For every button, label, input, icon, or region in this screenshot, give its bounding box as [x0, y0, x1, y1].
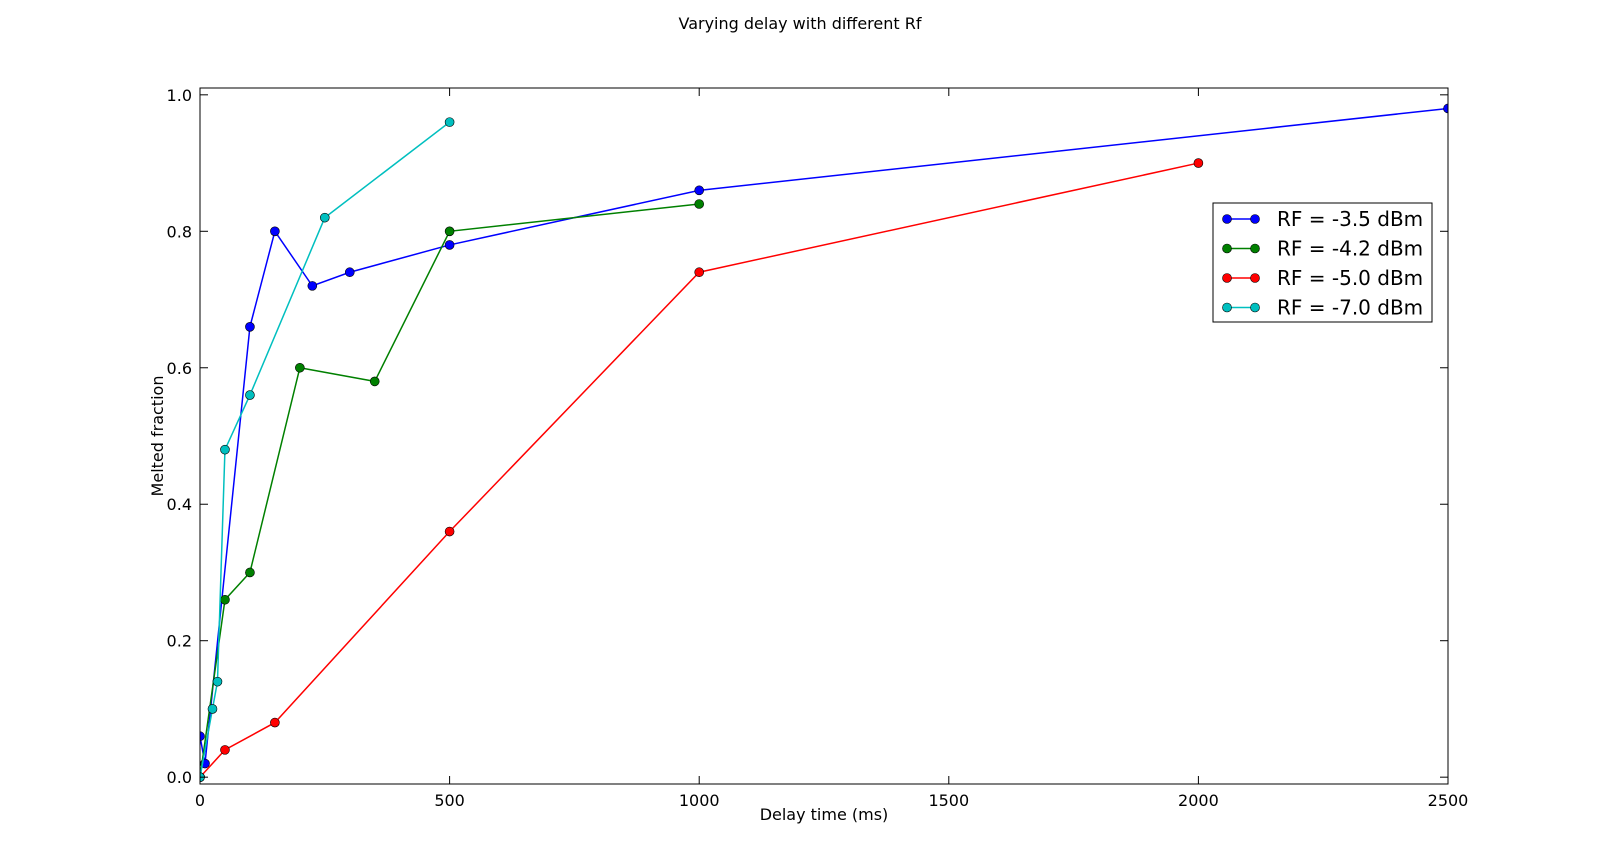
y-tick-label: 0.0: [167, 768, 192, 787]
series-point-0: [1443, 103, 1448, 114]
series-point-3: [207, 704, 218, 714]
series-point-2: [270, 717, 280, 728]
y-tick-label: 0.2: [167, 632, 192, 651]
plot-frame: [199, 87, 1449, 785]
series-point-1: [694, 199, 705, 209]
legend-marker: [1250, 214, 1260, 224]
series-point-0: [270, 226, 280, 237]
legend-marker: [1250, 273, 1260, 283]
legend-marker: [1222, 214, 1232, 224]
series-point-1: [295, 362, 305, 373]
y-axis-title: Melted fraction: [148, 376, 167, 497]
legend-box: [1212, 202, 1433, 323]
series-point-3: [319, 212, 330, 223]
series-point-3: [220, 444, 230, 455]
chart-title: Varying delay with different Rf: [678, 14, 921, 33]
axis-ticks: 0 500 1000 1500 2000 2500 0.0 0.2 0.4 0.6 0.8 1.0: [167, 86, 1469, 810]
series-group: [200, 103, 1448, 782]
y-tick-label: 0.6: [167, 359, 192, 378]
series-point-2: [694, 267, 705, 278]
x-tick-label: 1000: [679, 791, 720, 810]
y-tick-label: 0.8: [167, 222, 192, 241]
y-tick-label: 0.4: [167, 495, 192, 514]
legend-marker: [1222, 243, 1232, 254]
legend-label: RF = -4.2 dBm: [1277, 237, 1423, 261]
series-point-1: [369, 376, 380, 387]
series-line-1: [200, 203, 700, 778]
series-point-0: [245, 322, 255, 332]
x-tick-label: 2500: [1428, 791, 1469, 810]
legend-marker: [1250, 243, 1260, 254]
series-point-1: [245, 567, 255, 578]
series-point-2: [444, 526, 455, 537]
series-point-0: [344, 267, 355, 278]
series-point-1: [220, 594, 230, 605]
series-point-3: [212, 676, 223, 687]
legend: RF = -3.5 dBm RF = -4.2 dBm RF = -5.0 dBm R…: [1212, 202, 1433, 323]
plot-area: [200, 103, 1448, 782]
x-axis-title: Delay time (ms): [760, 805, 889, 824]
legend-label: RF = -7.0 dBm: [1277, 296, 1423, 320]
series-point-0: [694, 185, 705, 196]
series-point-0: [444, 240, 455, 250]
series-point-3: [245, 390, 255, 400]
series-point-0: [307, 281, 318, 291]
legend-marker: [1250, 302, 1260, 313]
series-line-2: [200, 162, 1199, 778]
series-point-0: [200, 731, 205, 742]
x-tick-label: 500: [434, 791, 465, 810]
x-tick-label: 0: [195, 791, 205, 810]
series-point-2: [1193, 158, 1204, 168]
series-point-1: [444, 226, 455, 237]
series-point-2: [220, 745, 230, 755]
legend-marker: [1222, 273, 1232, 283]
y-tick-label: 1.0: [167, 86, 192, 105]
x-tick-label: 1500: [928, 791, 969, 810]
legend-label: RF = -3.5 dBm: [1277, 207, 1423, 231]
legend-marker: [1222, 302, 1232, 313]
x-tick-label: 2000: [1178, 791, 1219, 810]
legend-label: RF = -5.0 dBm: [1277, 266, 1423, 290]
series-point-3: [444, 117, 455, 127]
